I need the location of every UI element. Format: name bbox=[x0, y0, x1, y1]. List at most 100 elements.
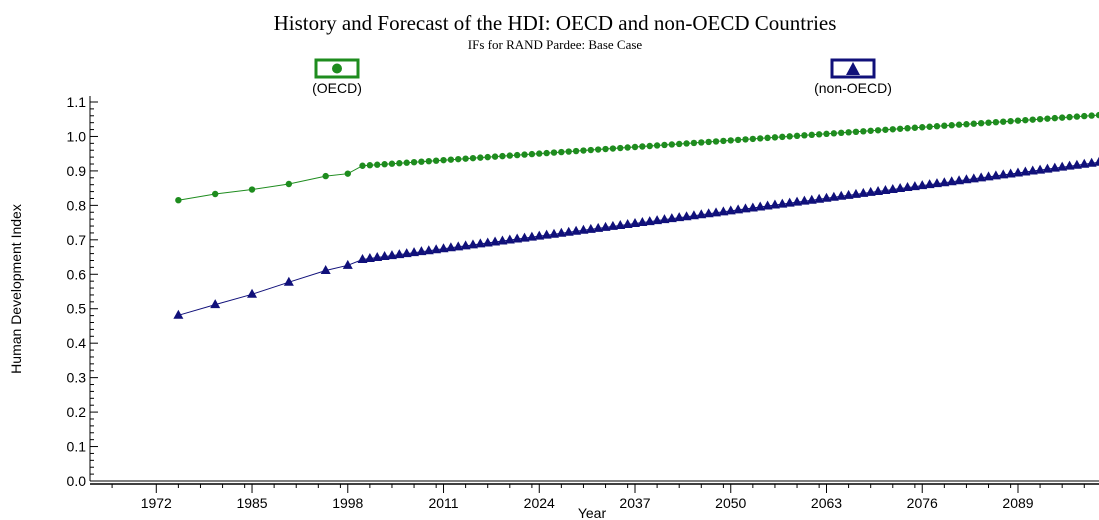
data-point-oecd bbox=[683, 140, 690, 147]
x-tick-label: 2037 bbox=[619, 495, 650, 511]
data-point-oecd bbox=[823, 130, 830, 138]
data-point-oecd bbox=[322, 172, 329, 180]
data-point-oecd bbox=[1058, 114, 1066, 121]
data-point-oecd bbox=[757, 135, 764, 142]
data-point-oecd bbox=[764, 134, 771, 142]
data-point-non-oecd bbox=[696, 209, 707, 219]
data-point-non-oecd bbox=[460, 240, 471, 250]
data-point-oecd bbox=[808, 131, 815, 139]
data-point-oecd bbox=[543, 149, 550, 157]
data-point-non-oecd bbox=[431, 244, 442, 254]
data-point-non-oecd bbox=[416, 246, 427, 256]
data-point-non-oecd bbox=[630, 218, 641, 228]
data-point-oecd bbox=[639, 143, 646, 150]
data-point-oecd bbox=[432, 157, 440, 164]
data-point-oecd bbox=[727, 137, 734, 144]
data-point-oecd bbox=[1095, 111, 1099, 119]
legend-label-non-oecd: (non-OECD) bbox=[814, 80, 892, 96]
data-point-non-oecd bbox=[792, 196, 803, 206]
data-point-non-oecd bbox=[445, 242, 456, 252]
data-point-oecd bbox=[359, 162, 366, 169]
data-point-non-oecd bbox=[674, 212, 685, 222]
data-point-oecd bbox=[1051, 114, 1059, 122]
data-point-non-oecd bbox=[173, 309, 184, 319]
data-point-non-oecd bbox=[1094, 156, 1099, 166]
data-point-oecd bbox=[1036, 115, 1044, 123]
data-point-non-oecd bbox=[931, 178, 942, 188]
data-point-non-oecd bbox=[526, 231, 537, 241]
data-point-oecd bbox=[948, 122, 955, 129]
data-point-oecd bbox=[572, 147, 580, 155]
axes: 0.0 0.1 0.2 0.3 0.4 0.5 0.6 0.7 0.8 0.9 1.0 1.1 1972… bbox=[67, 94, 1099, 511]
data-point-oecd bbox=[550, 149, 558, 156]
data-point-oecd bbox=[609, 145, 617, 152]
data-point-non-oecd bbox=[806, 194, 817, 204]
y-tick-label: 0.5 bbox=[67, 301, 87, 317]
data-point-non-oecd bbox=[1071, 159, 1082, 169]
data-point-non-oecd bbox=[762, 200, 773, 210]
data-point-non-oecd bbox=[210, 299, 221, 309]
data-point-non-oecd bbox=[1042, 163, 1053, 173]
data-point-oecd bbox=[631, 143, 639, 151]
data-point-non-oecd bbox=[1049, 162, 1060, 172]
data-point-oecd bbox=[653, 142, 661, 149]
data-point-non-oecd bbox=[423, 245, 434, 255]
data-point-non-oecd bbox=[556, 227, 567, 237]
y-tick-label: 1.1 bbox=[67, 94, 87, 110]
data-point-non-oecd bbox=[755, 201, 766, 211]
data-point-oecd bbox=[955, 121, 963, 128]
data-point-oecd bbox=[469, 154, 477, 162]
data-point-oecd bbox=[874, 127, 882, 134]
data-point-non-oecd bbox=[1086, 157, 1097, 167]
data-point-non-oecd bbox=[467, 239, 478, 249]
data-point-non-oecd bbox=[534, 230, 545, 240]
data-point-oecd bbox=[1007, 117, 1014, 125]
y-tick-label: 1.0 bbox=[67, 128, 87, 144]
data-point-non-oecd bbox=[998, 169, 1009, 179]
data-point-oecd bbox=[690, 139, 698, 147]
data-point-non-oecd bbox=[1005, 168, 1016, 178]
data-point-non-oecd bbox=[578, 224, 589, 234]
data-point-non-oecd bbox=[1020, 166, 1031, 176]
data-point-non-oecd bbox=[1057, 161, 1068, 171]
data-point-oecd bbox=[499, 152, 506, 160]
data-point-oecd bbox=[720, 137, 727, 145]
data-point-oecd bbox=[712, 138, 720, 145]
y-tick-label: 0.4 bbox=[67, 335, 87, 351]
data-point-non-oecd bbox=[600, 221, 611, 231]
data-point-oecd bbox=[985, 119, 992, 126]
data-point-oecd bbox=[1073, 113, 1081, 120]
y-tick-label: 0.8 bbox=[67, 197, 87, 213]
data-point-oecd bbox=[698, 139, 705, 146]
data-point-oecd bbox=[248, 186, 256, 193]
data-point-non-oecd bbox=[652, 215, 663, 225]
y-tick-label: 0.0 bbox=[67, 473, 87, 489]
data-point-non-oecd bbox=[607, 220, 618, 230]
data-point-oecd bbox=[477, 154, 484, 161]
data-point-oecd bbox=[646, 142, 653, 150]
x-tick-label: 1972 bbox=[141, 495, 172, 511]
data-point-non-oecd bbox=[784, 197, 795, 207]
data-point-non-oecd bbox=[585, 223, 596, 233]
data-point-non-oecd bbox=[512, 233, 523, 243]
data-point-oecd bbox=[845, 129, 852, 136]
y-axis-label: Human Development Index bbox=[8, 204, 24, 374]
data-point-oecd bbox=[175, 196, 182, 204]
legend-marker-non-oecd bbox=[846, 62, 860, 75]
data-point-oecd bbox=[447, 156, 455, 163]
data-point-oecd bbox=[779, 133, 786, 141]
data-point-oecd bbox=[536, 150, 543, 157]
data-point-oecd bbox=[911, 124, 919, 131]
data-point-non-oecd bbox=[622, 218, 633, 228]
data-point-non-oecd bbox=[814, 193, 825, 203]
y-tick-label: 0.3 bbox=[67, 370, 87, 386]
data-point-non-oecd bbox=[902, 182, 913, 192]
data-point-oecd bbox=[793, 132, 801, 140]
data-point-non-oecd bbox=[401, 248, 412, 258]
data-point-non-oecd bbox=[364, 252, 375, 262]
data-point-oecd bbox=[506, 152, 514, 159]
data-point-oecd bbox=[705, 138, 712, 146]
data-point-oecd bbox=[734, 136, 742, 144]
data-point-oecd bbox=[882, 126, 889, 133]
data-point-non-oecd bbox=[887, 184, 898, 194]
